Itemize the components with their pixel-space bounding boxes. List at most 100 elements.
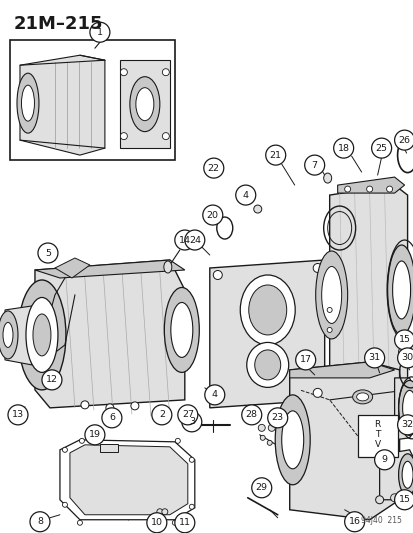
Ellipse shape	[356, 393, 368, 401]
Ellipse shape	[401, 461, 412, 488]
Text: 16: 16	[348, 517, 360, 526]
Ellipse shape	[268, 424, 275, 431]
Bar	[100, 444, 118, 452]
Polygon shape	[60, 440, 195, 520]
Ellipse shape	[131, 402, 138, 410]
Polygon shape	[20, 55, 104, 155]
Circle shape	[38, 243, 58, 263]
Ellipse shape	[321, 266, 341, 324]
Text: 9: 9	[381, 455, 387, 464]
Ellipse shape	[213, 390, 222, 399]
Ellipse shape	[164, 287, 199, 373]
Text: 21: 21	[269, 151, 281, 159]
Text: V: V	[374, 440, 380, 449]
Circle shape	[396, 415, 413, 435]
Ellipse shape	[130, 77, 159, 132]
Text: 13: 13	[12, 410, 24, 419]
Text: 94J40  215: 94J40 215	[360, 516, 401, 525]
Ellipse shape	[18, 280, 66, 390]
Ellipse shape	[79, 438, 84, 443]
Ellipse shape	[120, 133, 127, 140]
Ellipse shape	[62, 502, 67, 507]
Text: 15: 15	[398, 495, 410, 504]
Ellipse shape	[401, 390, 413, 425]
Ellipse shape	[352, 390, 372, 404]
Ellipse shape	[135, 87, 154, 120]
Text: 10: 10	[150, 518, 162, 527]
Text: 7: 7	[311, 160, 317, 169]
Ellipse shape	[275, 395, 309, 485]
Text: 8: 8	[37, 517, 43, 526]
Ellipse shape	[326, 327, 331, 333]
Circle shape	[181, 412, 201, 432]
Text: 15: 15	[398, 335, 410, 344]
Text: 4: 4	[211, 390, 217, 399]
Circle shape	[90, 22, 109, 42]
Polygon shape	[209, 260, 324, 408]
Ellipse shape	[81, 401, 89, 409]
Circle shape	[304, 155, 324, 175]
Ellipse shape	[246, 342, 288, 387]
Text: 28: 28	[245, 410, 257, 419]
Circle shape	[267, 408, 287, 428]
Ellipse shape	[344, 186, 350, 192]
Circle shape	[235, 185, 255, 205]
Ellipse shape	[106, 404, 114, 412]
Circle shape	[241, 405, 261, 425]
Ellipse shape	[266, 440, 272, 446]
Polygon shape	[289, 362, 394, 378]
Text: 20: 20	[206, 211, 218, 220]
Ellipse shape	[387, 245, 413, 335]
Circle shape	[396, 348, 413, 368]
Text: 1: 1	[97, 28, 103, 37]
Circle shape	[203, 158, 223, 178]
Circle shape	[344, 512, 364, 532]
Bar	[10, 40, 174, 160]
Polygon shape	[55, 258, 90, 278]
Ellipse shape	[398, 346, 408, 358]
Text: T: T	[374, 430, 380, 439]
Text: 14: 14	[178, 236, 190, 245]
Polygon shape	[120, 60, 169, 148]
Ellipse shape	[164, 261, 171, 273]
Ellipse shape	[326, 308, 331, 312]
Ellipse shape	[260, 435, 265, 440]
Circle shape	[364, 348, 384, 368]
Ellipse shape	[0, 311, 18, 359]
Ellipse shape	[3, 322, 13, 348]
Polygon shape	[289, 362, 399, 520]
Ellipse shape	[398, 381, 413, 435]
Ellipse shape	[172, 520, 177, 525]
Ellipse shape	[161, 509, 167, 515]
Ellipse shape	[162, 133, 169, 140]
Circle shape	[394, 130, 413, 150]
Text: 21M–215: 21M–215	[14, 15, 103, 33]
Circle shape	[85, 425, 104, 445]
Ellipse shape	[162, 69, 169, 76]
Polygon shape	[394, 378, 413, 440]
Circle shape	[202, 205, 222, 225]
Ellipse shape	[281, 411, 303, 469]
Text: 12: 12	[46, 375, 58, 384]
Ellipse shape	[77, 520, 82, 525]
Circle shape	[265, 145, 285, 165]
Ellipse shape	[240, 275, 294, 345]
Ellipse shape	[120, 69, 127, 76]
Ellipse shape	[390, 494, 398, 502]
Ellipse shape	[254, 350, 280, 380]
Circle shape	[394, 330, 413, 350]
Text: 5: 5	[45, 248, 51, 257]
Text: 32: 32	[401, 421, 413, 430]
Ellipse shape	[26, 297, 58, 373]
Ellipse shape	[258, 424, 265, 431]
Circle shape	[42, 370, 62, 390]
Polygon shape	[70, 445, 188, 515]
Ellipse shape	[189, 504, 194, 509]
Text: 31: 31	[368, 353, 380, 362]
Polygon shape	[35, 260, 184, 408]
Circle shape	[147, 513, 166, 533]
Text: 26: 26	[398, 135, 410, 144]
Text: R: R	[374, 420, 380, 429]
Ellipse shape	[392, 261, 410, 319]
Circle shape	[8, 405, 28, 425]
